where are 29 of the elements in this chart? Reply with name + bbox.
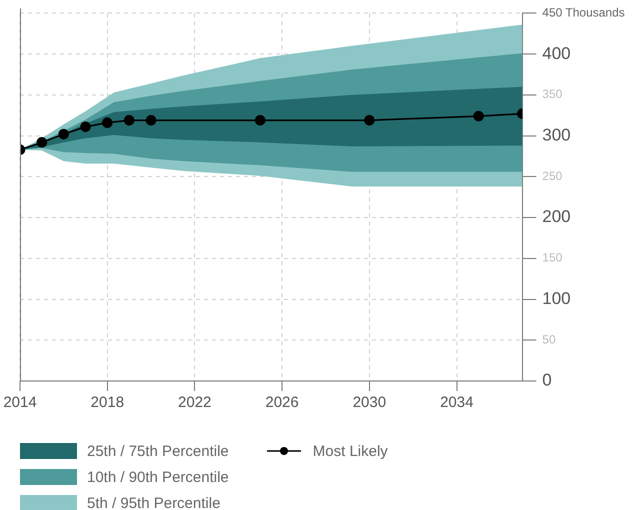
legend-label: 10th / 90th Percentile bbox=[87, 468, 229, 486]
point bbox=[124, 114, 134, 126]
x-tick-label: 2026 bbox=[265, 394, 299, 412]
y-tick-label: 0 bbox=[542, 370, 552, 390]
legend-label: Most Likely bbox=[312, 442, 388, 460]
legend-label: 5th / 95th Percentile bbox=[87, 494, 220, 510]
y-tick-label: 200 bbox=[542, 207, 571, 226]
point bbox=[473, 110, 484, 122]
point bbox=[146, 114, 156, 126]
y-tick-label: 300 bbox=[542, 125, 571, 144]
point bbox=[254, 114, 266, 126]
y-tick-label: 150 bbox=[542, 250, 563, 265]
point bbox=[36, 137, 48, 148]
x-tick-label: 2030 bbox=[352, 394, 386, 412]
y-tick-label: 400 bbox=[542, 44, 571, 63]
y-tick-label: 250 bbox=[542, 168, 563, 183]
point bbox=[58, 128, 69, 140]
y-tick-label: 100 bbox=[542, 288, 571, 308]
y-tick-label: 50 bbox=[542, 332, 556, 346]
point bbox=[80, 122, 91, 132]
x-tick-label: 2014 bbox=[3, 394, 37, 412]
point bbox=[102, 117, 113, 128]
y-tick-label: 450 Thousands bbox=[542, 6, 625, 20]
x-tick-label: 2022 bbox=[178, 394, 212, 412]
legend-label: 25th / 75th Percentile bbox=[87, 442, 229, 460]
y-tick-label: 350 bbox=[542, 87, 563, 102]
x-tick-label: 2018 bbox=[90, 394, 124, 412]
x-tick-label: 2034 bbox=[440, 394, 474, 412]
point bbox=[364, 114, 375, 126]
